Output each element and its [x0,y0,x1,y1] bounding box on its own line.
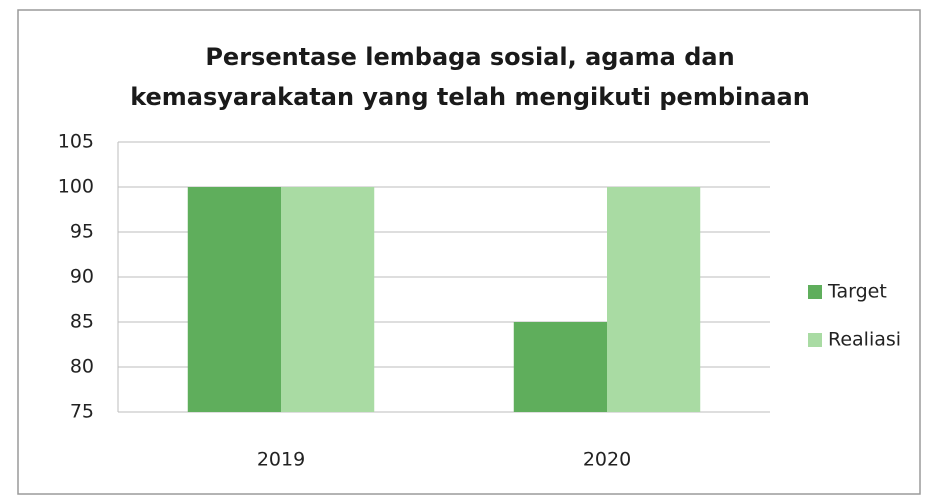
y-tick-label: 90 [70,266,94,288]
y-tick-label: 80 [70,356,94,378]
chart-title: kemasyarakatan yang telah mengikuti pemb… [130,83,810,111]
y-tick-label: 85 [70,311,94,333]
legend-label: Target [827,281,887,303]
bar [187,187,281,412]
legend-label: Realiasi [828,329,901,351]
x-tick-label: 2020 [583,449,631,471]
y-tick-label: 100 [58,176,94,198]
x-tick-label: 2019 [257,449,305,471]
bar [281,187,375,412]
bar [607,187,701,412]
bar [513,322,607,412]
y-tick-label: 95 [70,221,94,243]
legend-swatch [808,333,822,347]
y-tick-label: 105 [58,131,94,153]
y-tick-label: 75 [70,401,94,423]
legend-swatch [808,285,822,299]
chart-frame [17,9,921,495]
chart-title: Persentase lembaga sosial, agama dan [205,43,734,71]
